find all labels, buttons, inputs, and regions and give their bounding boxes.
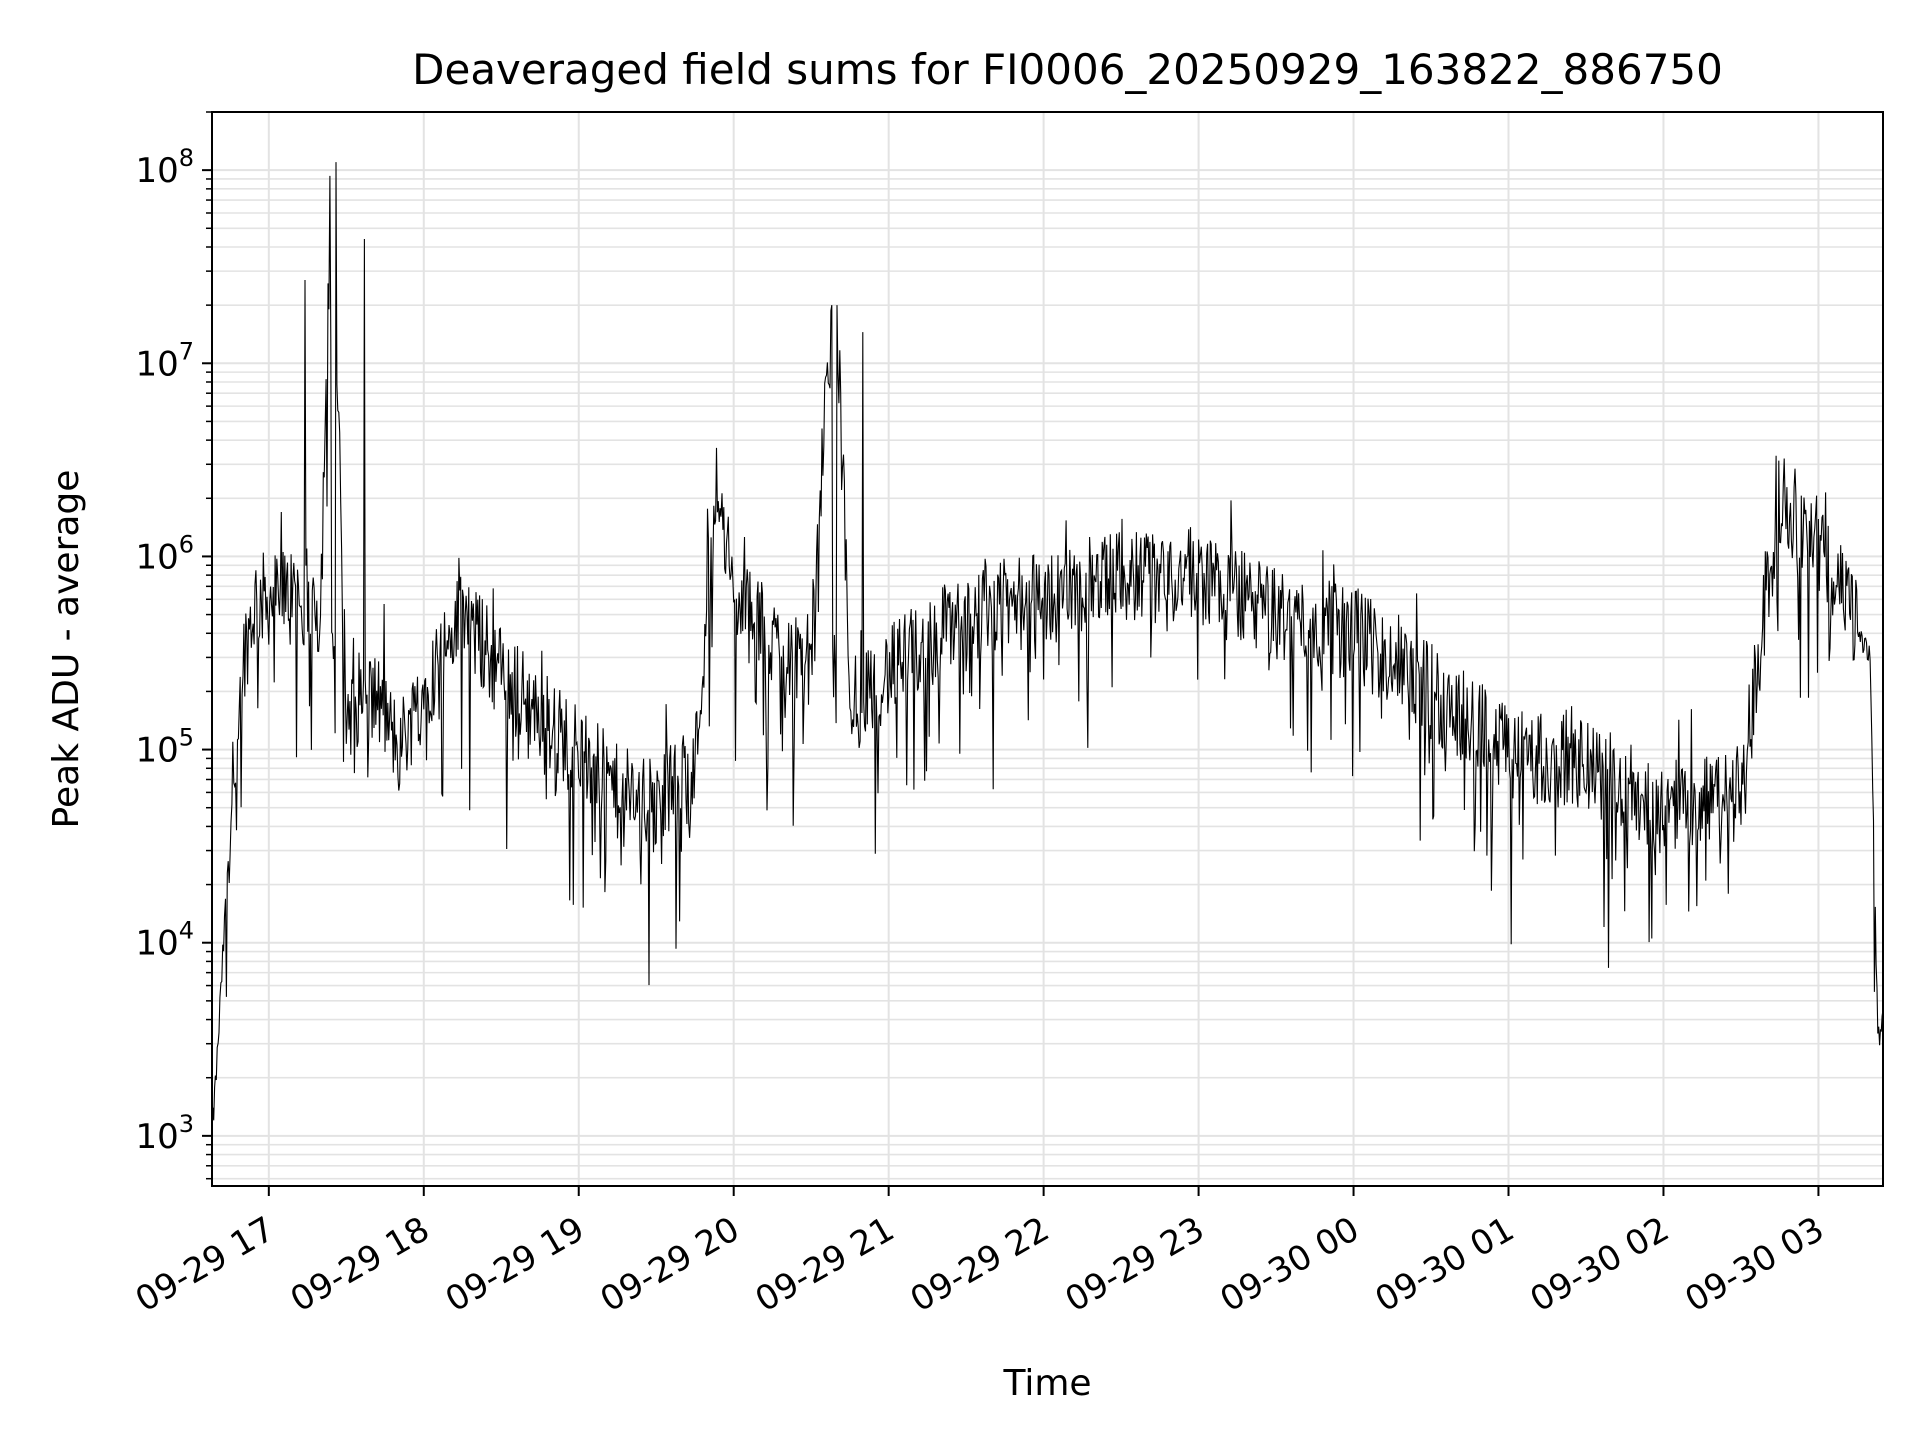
y-axis-label: Peak ADU - average [46,470,87,829]
chart-title: Deaveraged field sums for FI0006_2025092… [412,45,1723,94]
y-tick-label: 103 [135,1110,194,1157]
grid-lines [212,111,1883,1186]
series-line [211,162,1884,1132]
axes-frame [211,111,1884,1187]
y-tick-label: 105 [135,724,194,771]
y-tick-label: 106 [135,530,194,577]
data-series [211,162,1884,1132]
y-tick-label: 107 [135,337,194,384]
y-tick-label: 104 [135,917,194,964]
y-tick-label: 108 [135,144,194,191]
y-axis-ticks: 103 104 105 106 107 108 [135,111,212,1180]
x-axis-label: Time [1002,1363,1091,1404]
